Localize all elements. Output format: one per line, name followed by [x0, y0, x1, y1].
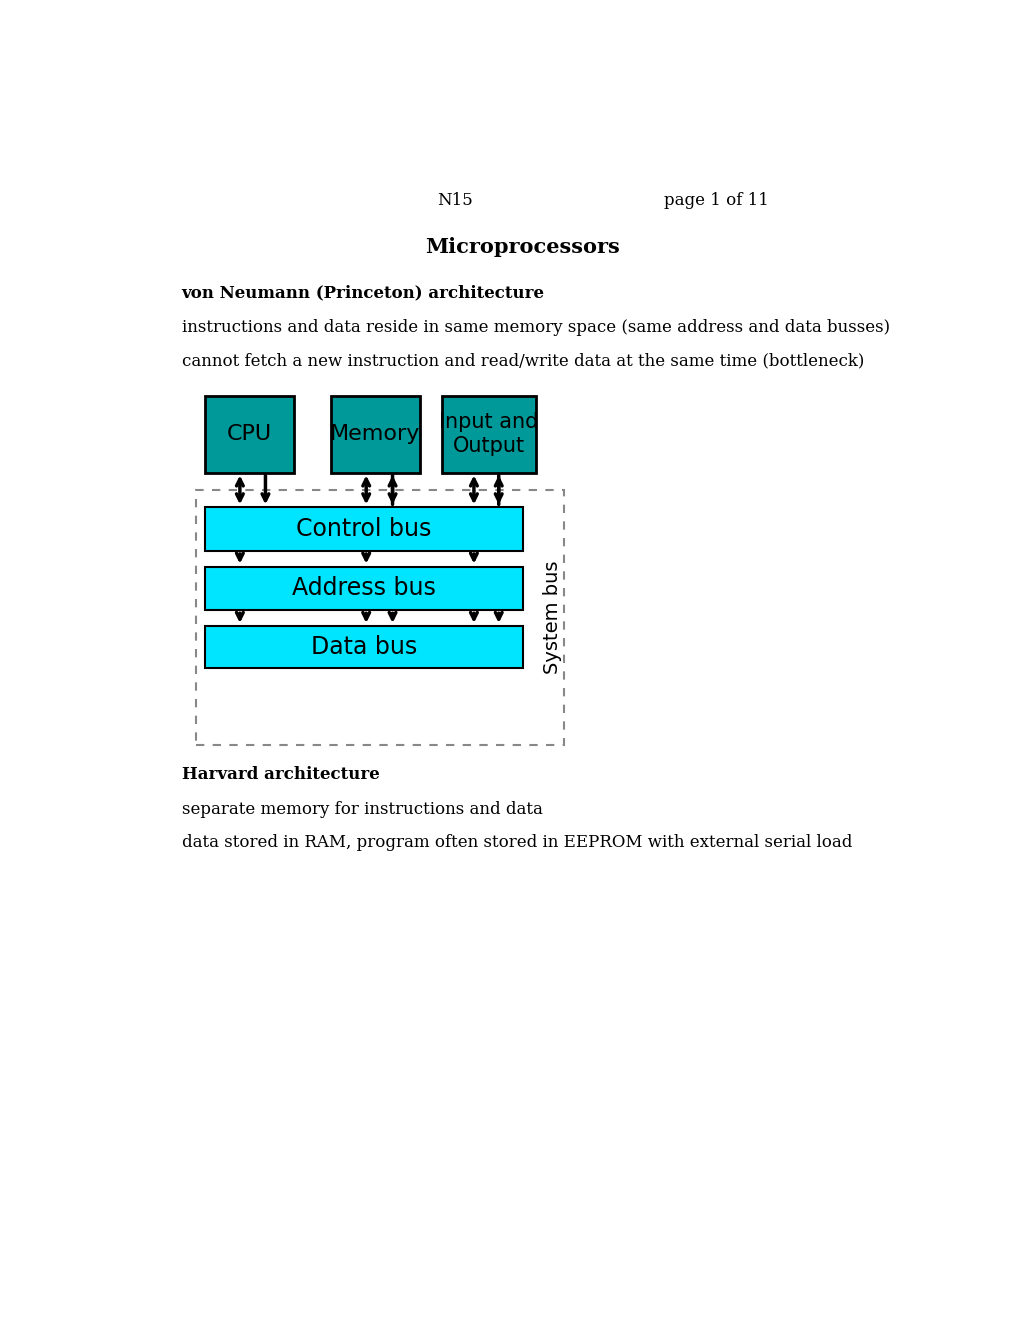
Text: Address bus: Address bus [291, 577, 435, 601]
Text: System bus: System bus [542, 561, 561, 675]
Text: Control bus: Control bus [296, 517, 431, 541]
Bar [205, 566, 522, 610]
Text: CPU: CPU [227, 424, 272, 444]
Text: Microprocessors: Microprocessors [425, 238, 620, 257]
Text: page 1 of 11: page 1 of 11 [663, 193, 768, 210]
Bar [330, 396, 420, 473]
Bar [441, 396, 535, 473]
Bar [196, 490, 564, 744]
Text: separate memory for instructions and data: separate memory for instructions and dat… [181, 800, 542, 817]
Text: Memory: Memory [330, 424, 420, 444]
Bar [205, 396, 293, 473]
Text: N15: N15 [436, 193, 472, 210]
Text: cannot fetch a new instruction and read/write data at the same time (bottleneck): cannot fetch a new instruction and read/… [181, 352, 863, 370]
Text: von Neumann (Princeton) architecture: von Neumann (Princeton) architecture [181, 285, 544, 302]
Text: instructions and data reside in same memory space (same address and data busses): instructions and data reside in same mem… [181, 319, 889, 337]
Bar [205, 626, 522, 668]
Text: Data bus: Data bus [311, 635, 417, 659]
Text: Input and
Output: Input and Output [439, 412, 538, 455]
Bar [205, 507, 522, 552]
Text: Harvard architecture: Harvard architecture [181, 766, 379, 783]
Text: data stored in RAM, program often stored in EEPROM with external serial load: data stored in RAM, program often stored… [181, 834, 851, 850]
